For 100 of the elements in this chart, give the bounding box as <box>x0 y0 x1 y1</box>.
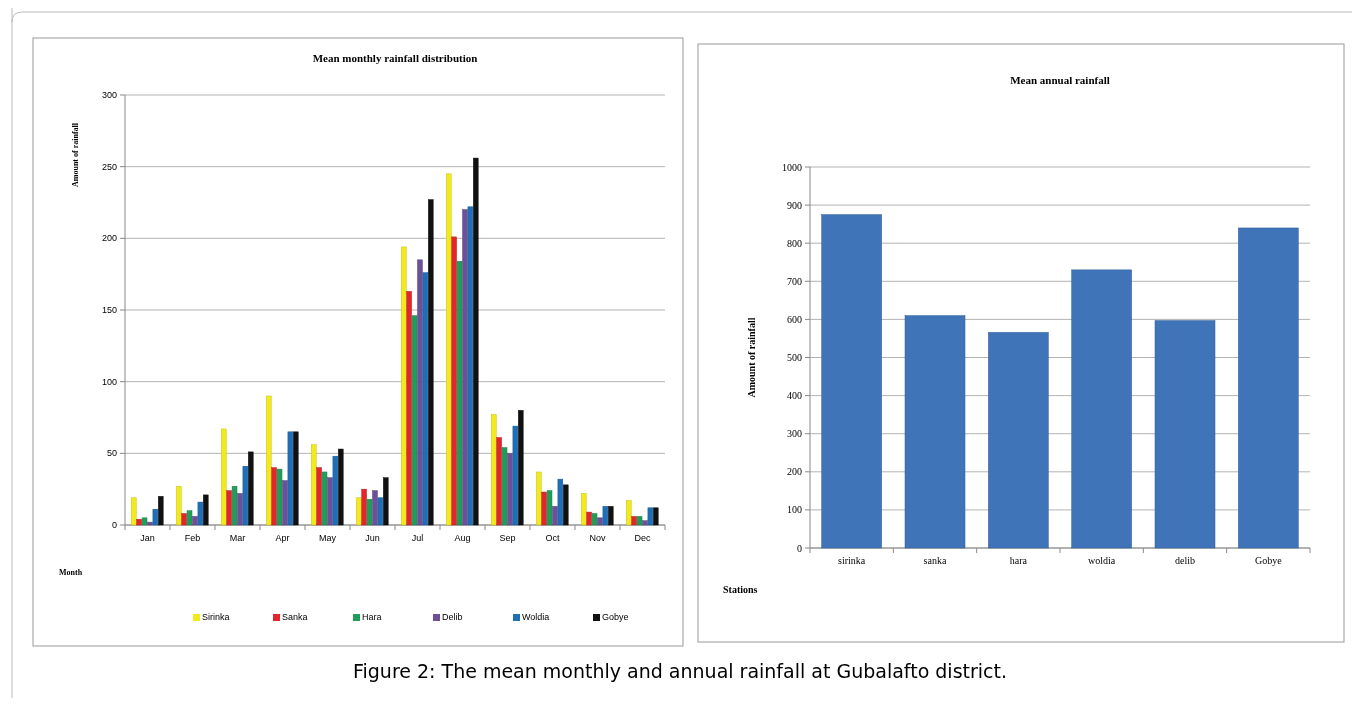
bar <box>536 471 542 526</box>
bar <box>321 471 328 526</box>
x-tick-label: Jun <box>365 533 380 543</box>
y-tick-label: 300 <box>787 428 802 440</box>
bar <box>456 261 463 526</box>
y-tick-label: 500 <box>787 352 802 363</box>
bar <box>282 480 288 526</box>
y-tick-label: 250 <box>101 161 117 172</box>
x-tick-label: Gobye <box>1255 555 1283 566</box>
bar <box>248 451 254 526</box>
x-tick-label: Dec <box>634 533 651 543</box>
bar <box>491 414 497 526</box>
bar <box>366 498 373 526</box>
bar <box>158 496 164 526</box>
bar <box>361 488 367 526</box>
bar <box>186 510 193 526</box>
bar <box>581 493 587 526</box>
y-axis-title: Amount of rainfall <box>71 122 80 187</box>
bar <box>821 214 882 549</box>
bar <box>586 511 592 526</box>
bar <box>446 173 452 526</box>
bar <box>626 500 632 526</box>
bar <box>557 478 564 526</box>
x-tick-label: Oct <box>545 533 560 543</box>
bar <box>406 291 412 526</box>
bar <box>226 490 232 526</box>
bar <box>181 513 187 526</box>
bar <box>332 455 339 526</box>
bar <box>356 497 362 526</box>
bar <box>636 516 643 526</box>
bar <box>602 506 609 526</box>
bar <box>287 431 294 526</box>
bar <box>462 209 468 526</box>
bar <box>1154 320 1216 549</box>
legend-label: Gobye <box>602 612 629 622</box>
bar <box>316 467 322 526</box>
chart-title: Mean monthly rainfall distribution <box>312 52 478 64</box>
bar <box>136 519 142 526</box>
x-axis-title: Month <box>59 568 83 577</box>
y-tick-label: 0 <box>111 520 117 531</box>
x-tick-label: sanka <box>923 555 947 566</box>
bar <box>311 444 317 526</box>
x-axis-title: Stations <box>723 584 758 595</box>
bar <box>271 467 277 526</box>
x-tick-label: Nov <box>589 533 606 543</box>
y-tick-label: 200 <box>787 466 802 478</box>
bar <box>401 246 407 526</box>
bar <box>242 465 249 526</box>
y-tick-label: 100 <box>101 376 117 387</box>
y-tick-label: 150 <box>101 305 117 316</box>
y-tick-label: 0 <box>797 542 802 554</box>
legend-label: Woldia <box>522 612 550 622</box>
y-tick-label: 300 <box>101 90 117 101</box>
y-axis-title: Amount of rainfall <box>746 317 757 398</box>
bar <box>422 272 429 526</box>
bar <box>608 506 614 526</box>
bar <box>192 516 198 526</box>
y-tick-label: 1000 <box>782 161 802 173</box>
bar <box>411 315 418 526</box>
x-tick-label: Feb <box>184 533 201 543</box>
x-tick-label: Sep <box>499 533 516 543</box>
bar <box>451 236 457 526</box>
bar <box>203 494 209 526</box>
bar <box>231 486 238 526</box>
y-tick-label: 600 <box>787 313 802 325</box>
caption: Figure 2: The mean monthly and annual rainfall at Gubalafto district. <box>352 660 1008 682</box>
chart-title: Mean annual rainfall <box>1010 74 1110 86</box>
x-tick-label: Mar <box>229 533 246 543</box>
bar <box>597 517 603 526</box>
x-tick-label: Aug <box>454 533 471 543</box>
y-tick-label: 700 <box>787 275 802 287</box>
x-tick-label: hara <box>1009 555 1028 566</box>
y-tick-label: 50 <box>106 448 117 459</box>
bar <box>266 395 272 526</box>
bar <box>372 490 378 526</box>
bar <box>197 501 204 526</box>
y-tick-label: 100 <box>787 504 802 516</box>
x-tick-label: Jan <box>140 533 155 543</box>
bar <box>276 468 283 526</box>
bar <box>988 332 1049 549</box>
bar <box>377 497 384 526</box>
y-tick-label: 900 <box>787 199 802 211</box>
legend-label: Delib <box>442 612 463 622</box>
x-tick-label: delib <box>1175 555 1195 566</box>
bar <box>338 448 344 526</box>
bar <box>152 508 159 526</box>
bar <box>631 516 637 526</box>
bar <box>131 497 137 526</box>
bar <box>653 507 659 526</box>
bar <box>221 428 227 526</box>
bar <box>642 520 648 526</box>
bar <box>904 315 966 549</box>
bar <box>563 484 569 526</box>
bar <box>467 206 474 526</box>
bar <box>473 157 479 526</box>
legend-label: Sanka <box>282 612 308 622</box>
legend-label: Hara <box>362 612 382 622</box>
bar <box>293 431 299 526</box>
bar <box>512 425 519 526</box>
bar <box>518 410 524 526</box>
